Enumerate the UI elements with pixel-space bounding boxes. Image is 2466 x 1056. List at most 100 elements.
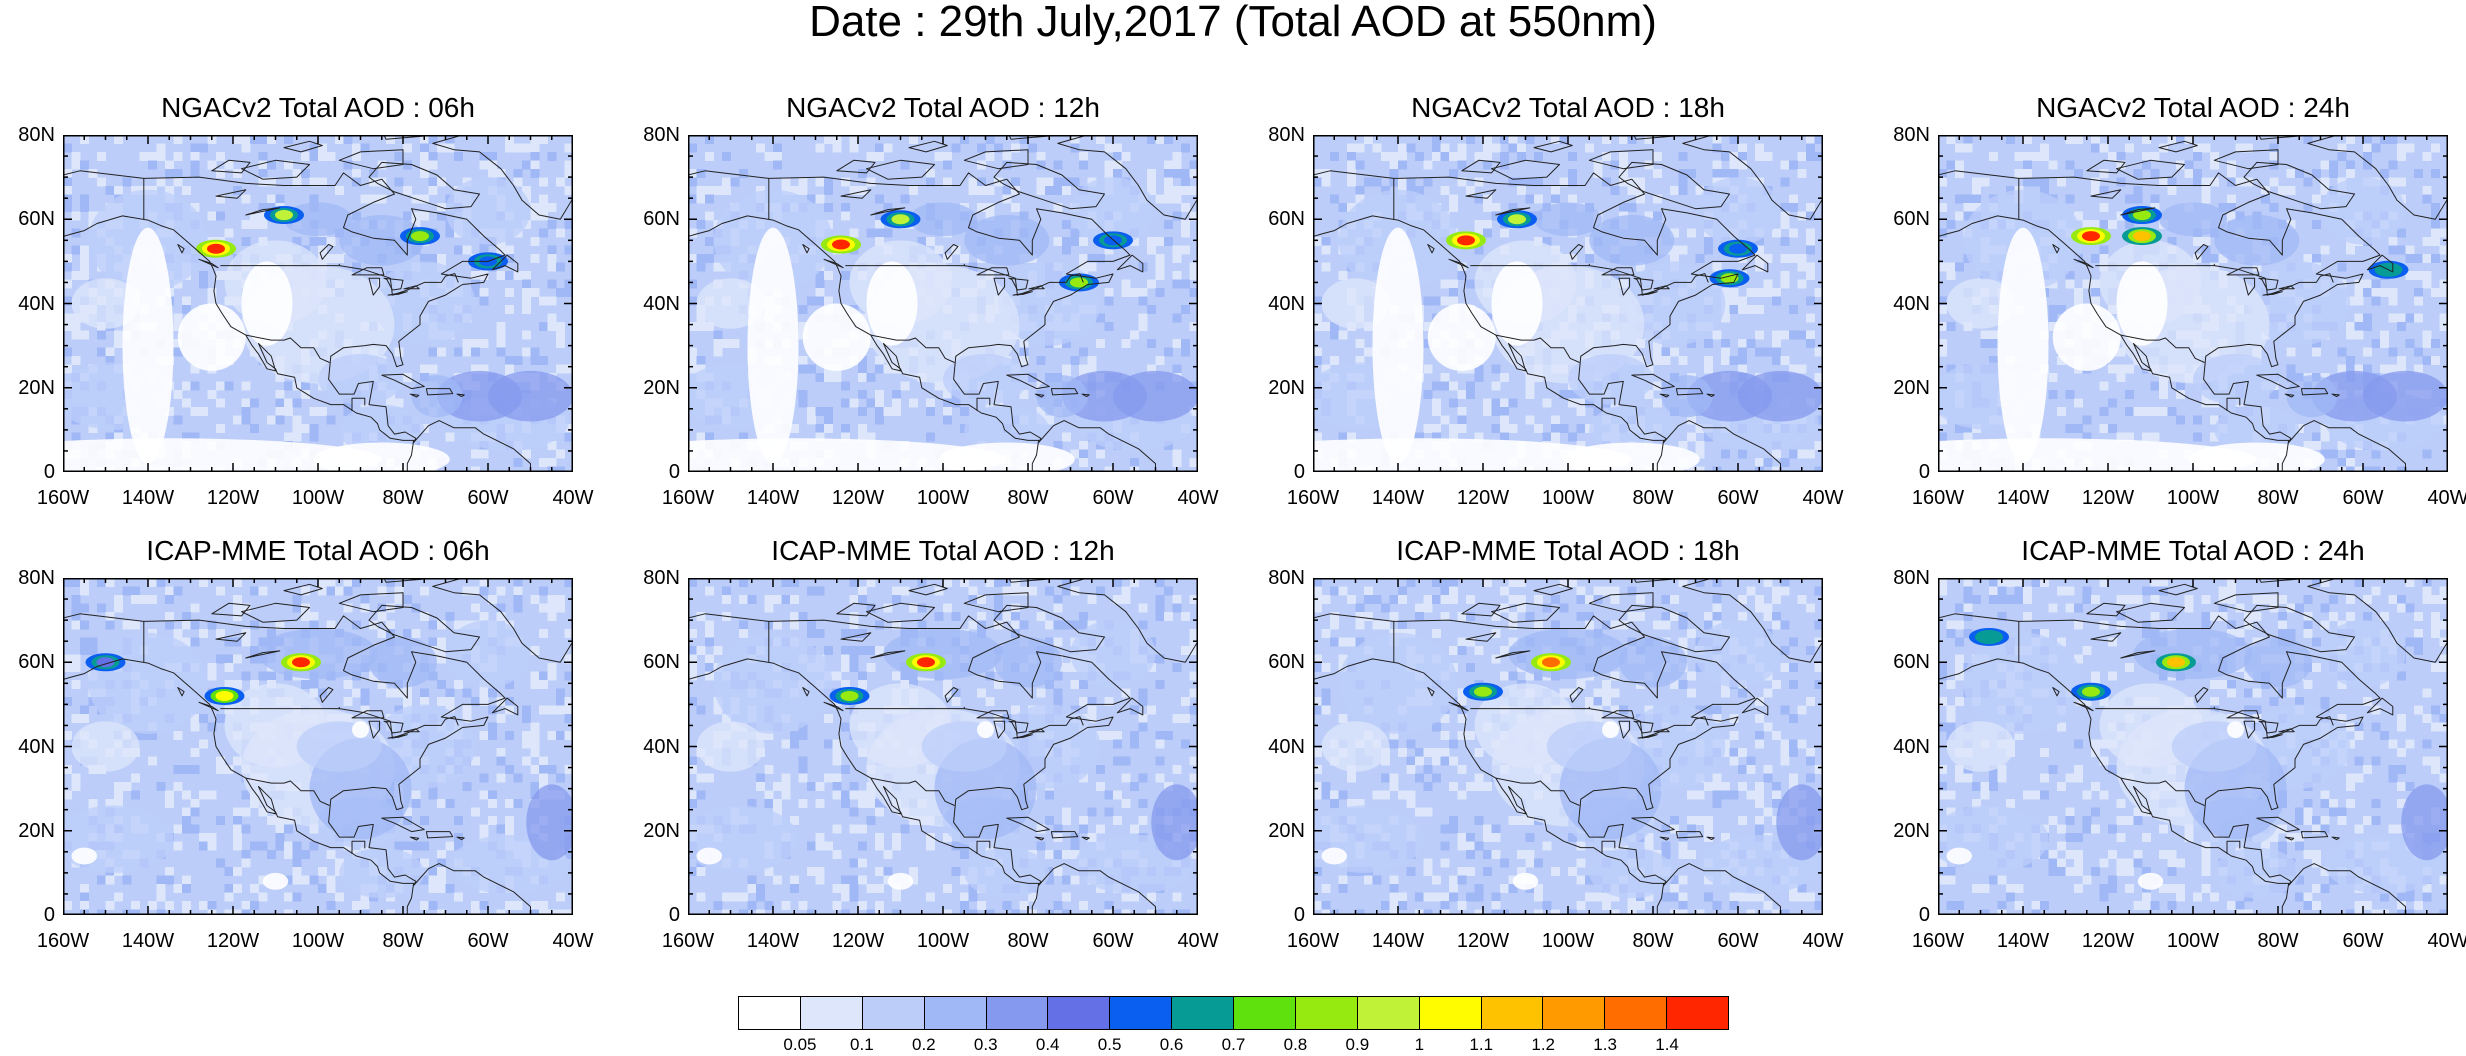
aod-map: [688, 578, 1198, 915]
low-aod-region: [177, 303, 246, 371]
aod-region: [2244, 636, 2312, 688]
x-tick-label: 100W: [1541, 930, 1595, 952]
y-tick-label: 40N: [18, 735, 55, 758]
y-tick-label: 20N: [643, 819, 680, 842]
aod-map: [63, 578, 573, 915]
aod-region: [713, 632, 833, 734]
colorbar-label: 0.1: [850, 1035, 874, 1054]
colorbar-swatch: [986, 997, 1049, 1029]
x-tick-label: 60W: [1092, 487, 1134, 509]
x-tick-label: 100W: [291, 930, 345, 952]
panel-title: ICAP-MME Total AOD : 24h: [2021, 535, 2365, 566]
aod-region: [696, 278, 765, 329]
y-tick-label: 20N: [1268, 819, 1305, 842]
low-aod-region: [1491, 261, 1543, 346]
coastlines: [688, 135, 1198, 472]
colorbar-label: 1.3: [1593, 1035, 1617, 1054]
colorbar-label: 1.1: [1469, 1035, 1494, 1054]
x-tick-label: 120W: [206, 487, 260, 509]
colorbar-swatch: [924, 997, 987, 1029]
aod-region: [1113, 370, 1198, 422]
aod-region: [696, 721, 765, 772]
aod-region: [2286, 375, 2338, 418]
x-tick-label: 120W: [831, 930, 885, 952]
x-tick-label: 80W: [1632, 487, 1674, 509]
x-tick-label: 60W: [1717, 487, 1759, 509]
y-tick-label: 60N: [1893, 208, 1930, 231]
colorbar-swatch: [1295, 997, 1358, 1029]
axis-ticks: [1313, 578, 1823, 915]
panel-title: NGACv2 Total AOD : 12h: [786, 92, 1100, 123]
aod-region: [1619, 636, 1687, 688]
colorbar-swatch: [862, 997, 925, 1029]
smoke-plume: [891, 214, 910, 225]
aod-region: [1568, 354, 1653, 405]
low-aod-region: [1321, 847, 1347, 865]
y-tick-label: 40N: [643, 735, 680, 758]
y-tick-label: 60N: [1893, 651, 1930, 674]
colorbar-swatch: [1172, 997, 1234, 1029]
smoke-plume: [207, 243, 225, 254]
low-aod-region: [2227, 721, 2244, 739]
aod-region: [1695, 177, 1781, 245]
smoke-plume: [215, 690, 234, 701]
panel-title: ICAP-MME Total AOD : 06h: [146, 535, 490, 566]
low-aod-region: [71, 847, 97, 865]
x-tick-label: 160W: [36, 930, 90, 952]
aod-region: [1946, 278, 2015, 329]
low-aod-region: [866, 261, 918, 346]
y-tick-label: 40N: [1893, 735, 1930, 758]
aod-region: [411, 375, 463, 418]
main-title: Date : 29th July,2017 (Total AOD at 550n…: [809, 0, 1657, 46]
aod-region: [1508, 628, 1628, 680]
x-tick-label: 160W: [1286, 930, 1340, 952]
aod-region: [258, 628, 378, 680]
aod-region: [964, 404, 1050, 456]
low-aod-region: [352, 721, 369, 739]
coastlines: [1313, 578, 1823, 915]
low-aod-region: [313, 442, 450, 472]
aod-region: [2248, 261, 2351, 346]
aod-region: [445, 177, 531, 245]
x-tick-label: 140W: [121, 930, 175, 952]
colorbar-swatch: [1481, 997, 1544, 1029]
aod-region: [909, 202, 977, 237]
aod-region: [373, 261, 476, 346]
panel-title: ICAP-MME Total AOD : 18h: [1396, 535, 1740, 566]
coastlines: [1938, 578, 2448, 915]
low-aod-region: [802, 303, 871, 371]
aod-region: [526, 784, 573, 861]
y-tick-label: 80N: [18, 124, 55, 146]
y-tick-label: 20N: [1893, 376, 1930, 399]
x-tick-label: 140W: [1996, 487, 2050, 509]
y-tick-label: 20N: [18, 376, 55, 399]
low-aod-region: [688, 438, 1007, 472]
x-tick-label: 80W: [382, 487, 424, 509]
aod-region: [2214, 847, 2300, 899]
low-aod-region: [1946, 847, 1972, 865]
aod-region: [994, 636, 1062, 688]
y-tick-label: 0: [1918, 904, 1930, 926]
y-tick-label: 20N: [1268, 376, 1305, 399]
x-tick-label: 120W: [831, 487, 885, 509]
low-aod-region: [938, 442, 1075, 472]
x-tick-label: 120W: [1456, 487, 1510, 509]
aod-region: [1534, 202, 1602, 237]
x-tick-label: 160W: [1286, 487, 1340, 509]
aod-region: [1589, 847, 1675, 899]
coastlines: [688, 578, 1198, 915]
aod-region: [71, 721, 140, 772]
aod-region: [2159, 202, 2227, 237]
y-tick-label: 40N: [643, 292, 680, 315]
colorbar-label: 0.3: [973, 1035, 998, 1054]
smoke-plume: [1720, 273, 1739, 284]
panel-title: NGACv2 Total AOD : 18h: [1411, 92, 1725, 123]
axis-ticks: [63, 135, 573, 472]
x-tick-label: 60W: [2342, 487, 2384, 509]
smoke-plume: [1474, 686, 1492, 697]
aod-region: [2133, 628, 2253, 680]
y-tick-label: 60N: [18, 208, 55, 231]
aod-region: [88, 632, 208, 734]
low-aod-region: [1427, 303, 1496, 371]
colorbar-label: 0.2: [911, 1035, 936, 1054]
